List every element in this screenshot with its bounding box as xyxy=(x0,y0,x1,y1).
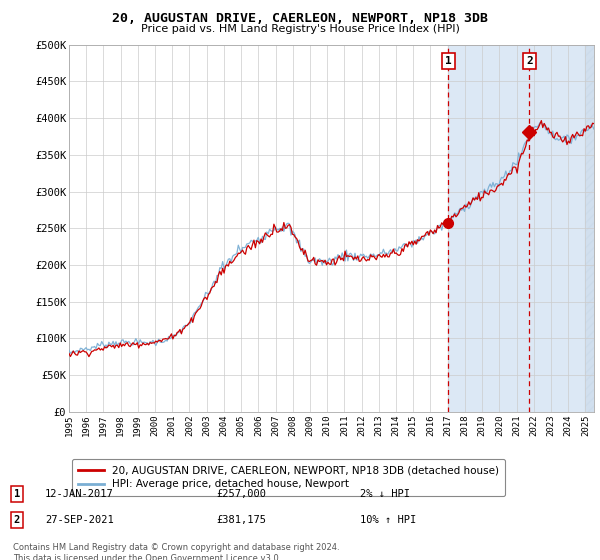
Bar xyxy=(448,45,600,412)
Text: 2% ↓ HPI: 2% ↓ HPI xyxy=(360,489,410,499)
Text: 27-SEP-2021: 27-SEP-2021 xyxy=(45,515,114,525)
Text: 1: 1 xyxy=(445,57,452,66)
Text: 1: 1 xyxy=(14,489,20,499)
Text: 12-JAN-2017: 12-JAN-2017 xyxy=(45,489,114,499)
Text: Price paid vs. HM Land Registry's House Price Index (HPI): Price paid vs. HM Land Registry's House … xyxy=(140,24,460,34)
Text: 2: 2 xyxy=(526,57,533,66)
Text: £381,175: £381,175 xyxy=(216,515,266,525)
Text: Contains HM Land Registry data © Crown copyright and database right 2024.
This d: Contains HM Land Registry data © Crown c… xyxy=(13,543,340,560)
Bar xyxy=(586,45,600,412)
Text: 10% ↑ HPI: 10% ↑ HPI xyxy=(360,515,416,525)
Text: £257,000: £257,000 xyxy=(216,489,266,499)
Text: 20, AUGUSTAN DRIVE, CAERLEON, NEWPORT, NP18 3DB: 20, AUGUSTAN DRIVE, CAERLEON, NEWPORT, N… xyxy=(112,12,488,25)
Legend: 20, AUGUSTAN DRIVE, CAERLEON, NEWPORT, NP18 3DB (detached house), HPI: Average p: 20, AUGUSTAN DRIVE, CAERLEON, NEWPORT, N… xyxy=(71,459,505,496)
Text: 2: 2 xyxy=(14,515,20,525)
